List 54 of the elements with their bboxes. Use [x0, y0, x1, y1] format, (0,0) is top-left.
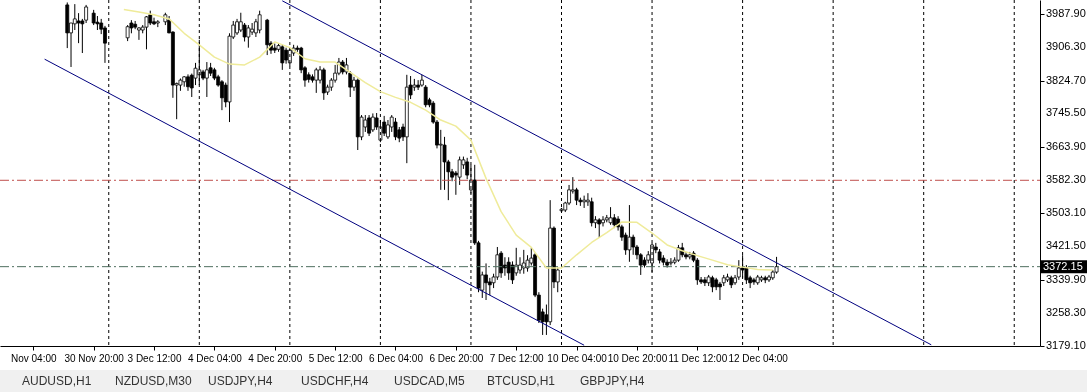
candlestick: [601, 215, 605, 227]
candlestick: [521, 249, 526, 275]
candlestick: [246, 24, 251, 49]
x-tick-label: Nov 04:00: [11, 352, 58, 364]
candlestick: [597, 217, 602, 239]
y-tick-label: 3503.10: [1046, 205, 1086, 218]
candlestick: [665, 258, 670, 269]
y-tick-label: 3582.30: [1046, 173, 1086, 186]
candlestick: [250, 22, 255, 36]
x-tick-label: 4 Dec 04:00: [187, 352, 243, 364]
candlestick: [499, 250, 504, 279]
candlestick: [220, 79, 224, 111]
candlestick: [484, 262, 488, 301]
text: USDCHF,H4: [301, 374, 369, 388]
candlestick: [76, 12, 81, 44]
x-tick-label: 12 Dec 04:00: [728, 352, 789, 364]
text: USDCAD,M5: [394, 374, 465, 388]
candlestick: [631, 234, 636, 256]
text: USDJPY,H4: [208, 374, 273, 388]
x-tick-label: 5 Dec 12:00: [308, 352, 364, 364]
ref-line-label: 3372.15: [1043, 259, 1083, 272]
y-tick-label: 3906.30: [1046, 40, 1086, 53]
x-tick-label: 7 Dec 12:00: [489, 352, 545, 364]
x-tick-label: 3 Dec 12:00: [127, 352, 182, 364]
text: BTCUSD,H1: [487, 374, 556, 388]
candlestick: [514, 247, 519, 277]
x-tick-label: 11 Dec 12:00: [668, 352, 728, 364]
candlestick: [669, 257, 673, 266]
x-tick-label: 6 Dec 04:00: [369, 352, 424, 364]
x-tick-label: 6 Dec 20:00: [429, 352, 484, 364]
x-tick-label: 4 Dec 20:00: [248, 352, 303, 364]
y-tick-label: 3824.70: [1046, 73, 1086, 86]
text: AUDUSD,H1: [22, 374, 92, 388]
y-tick-label: 3987.90: [1046, 6, 1086, 19]
candlestick: [627, 204, 632, 263]
y-tick-label: 3339.90: [1046, 272, 1086, 285]
candlestick: [257, 10, 262, 34]
candlestick: [367, 114, 371, 137]
candlestick: [582, 195, 587, 209]
x-tick-label: 10 Dec 20:00: [607, 352, 668, 364]
y-tick-label: 3745.50: [1046, 106, 1086, 119]
candlestick: [370, 112, 375, 133]
y-tick-label: 3663.90: [1046, 139, 1086, 152]
x-tick-label: 30 Nov 20:00: [64, 352, 125, 364]
candlestick: [152, 17, 156, 26]
candlestick: [386, 119, 390, 140]
candlestick: [416, 79, 421, 91]
text: GBPJPY,H4: [580, 374, 645, 388]
y-tick-label: 3258.30: [1046, 306, 1086, 319]
x-tick-label: 10 Dec 04:00: [547, 352, 608, 364]
candlestick: [503, 256, 507, 277]
text: NZDUSD,M30: [115, 374, 192, 388]
y-tick-label: 3421.50: [1046, 239, 1086, 252]
y-tick-label: 3179.10: [1046, 339, 1086, 351]
